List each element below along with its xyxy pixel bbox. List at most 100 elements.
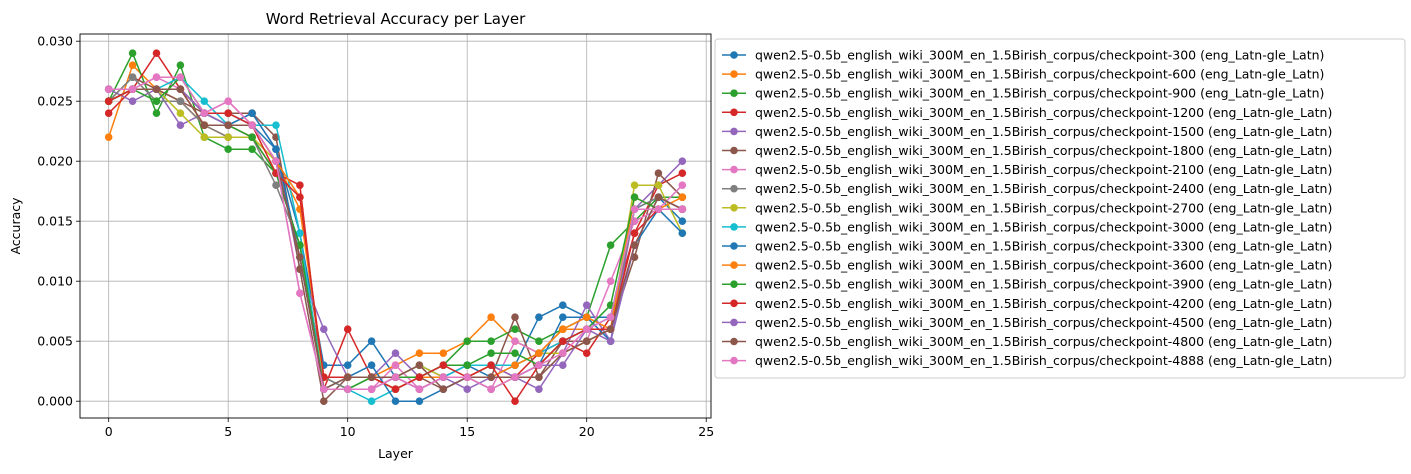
data-point [367,373,376,382]
legend-label: qwen2.5-0.5b_english_wiki_300M_en_1.5Bir… [755,258,1332,273]
data-point [248,121,256,129]
data-point [511,337,519,346]
data-point [104,109,113,117]
data-point [128,73,137,81]
data-point [248,145,256,153]
y-tick-label: 0.005 [37,334,73,349]
data-point [415,397,424,406]
grid-lines [80,34,711,418]
legend-label: qwen2.5-0.5b_english_wiki_300M_en_1.5Bir… [755,48,1324,63]
data-point [176,85,185,93]
data-point [176,109,185,117]
data-point [630,205,639,213]
legend-marker [730,356,738,365]
data-point [678,157,687,165]
data-point [678,229,687,237]
legend-label: qwen2.5-0.5b_english_wiki_300M_en_1.5Bir… [755,86,1324,101]
legend-frame [714,38,1406,379]
data-point [343,385,352,394]
legend-marker [730,242,738,250]
data-point [152,109,161,117]
series-17 [104,73,687,394]
data-point [391,397,400,406]
data-point [487,349,495,358]
data-point [176,61,185,69]
data-point [367,385,376,394]
data-point [128,49,137,57]
data-point [224,121,232,129]
data-point [559,337,567,346]
data-point [487,313,495,322]
legend-label: qwen2.5-0.5b_english_wiki_300M_en_1.5Bir… [755,200,1332,215]
data-point [678,193,687,201]
data-point [654,181,663,189]
data-point [248,133,256,141]
legend-entry: qwen2.5-0.5b_english_wiki_300M_en_1.5Bir… [722,86,1324,101]
data-point [582,301,591,310]
data-point [152,85,161,93]
y-tick-label: 0.015 [37,214,73,229]
data-point [439,361,448,370]
legend-marker [730,204,738,212]
legend: qwen2.5-0.5b_english_wiki_300M_en_1.5Bir… [714,38,1406,379]
legend-marker [730,337,738,346]
data-point [152,97,161,105]
legend-entry: qwen2.5-0.5b_english_wiki_300M_en_1.5Bir… [722,296,1332,311]
legend-marker [730,261,738,269]
data-point [272,145,280,153]
chart-title: Word Retrieval Accuracy per Layer [266,10,526,28]
legend-entry: qwen2.5-0.5b_english_wiki_300M_en_1.5Bir… [722,219,1332,234]
legend-marker [730,299,738,308]
data-point [296,181,304,189]
data-point [678,169,687,177]
legend-label: qwen2.5-0.5b_english_wiki_300M_en_1.5Bir… [755,143,1332,158]
legend-label: qwen2.5-0.5b_english_wiki_300M_en_1.5Bir… [755,67,1324,82]
legend-entry: qwen2.5-0.5b_english_wiki_300M_en_1.5Bir… [722,143,1332,158]
legend-label: qwen2.5-0.5b_english_wiki_300M_en_1.5Bir… [755,181,1332,196]
data-point [487,385,495,394]
data-point [391,385,400,394]
legend-entry: qwen2.5-0.5b_english_wiki_300M_en_1.5Bir… [722,124,1332,139]
data-point [224,97,232,105]
data-point [224,133,232,141]
y-tick-label: 0.025 [37,94,73,109]
legend-label: qwen2.5-0.5b_english_wiki_300M_en_1.5Bir… [755,334,1332,349]
data-point [415,385,424,394]
series-group [104,49,687,406]
legend-marker [730,70,738,78]
data-point [367,337,376,346]
data-point [176,121,185,129]
data-point [272,157,280,165]
data-point [606,313,615,322]
data-point [391,373,400,382]
legend-entry: qwen2.5-0.5b_english_wiki_300M_en_1.5Bir… [722,315,1332,330]
legend-entry: qwen2.5-0.5b_english_wiki_300M_en_1.5Bir… [722,239,1332,254]
y-tick-label: 0.010 [37,274,73,289]
legend-entry: qwen2.5-0.5b_english_wiki_300M_en_1.5Bir… [722,105,1332,120]
data-point [487,373,495,382]
data-point [343,373,352,382]
data-point [104,85,113,93]
data-point [104,133,113,141]
data-point [511,349,519,358]
data-point [559,313,567,322]
data-point [582,349,591,358]
data-point [296,229,304,237]
data-point [248,109,256,117]
data-point [224,109,232,117]
data-point [296,253,304,261]
data-point [272,121,280,129]
data-point [535,373,543,382]
data-point [343,361,352,370]
data-point [391,349,400,358]
data-point [535,361,543,370]
legend-marker [730,89,738,97]
data-point [439,373,448,382]
data-point [415,373,424,382]
y-tick-label: 0.000 [37,394,73,409]
data-point [200,97,209,105]
data-point [535,349,543,358]
legend-entry: qwen2.5-0.5b_english_wiki_300M_en_1.5Bir… [722,277,1332,292]
data-point [152,49,161,57]
